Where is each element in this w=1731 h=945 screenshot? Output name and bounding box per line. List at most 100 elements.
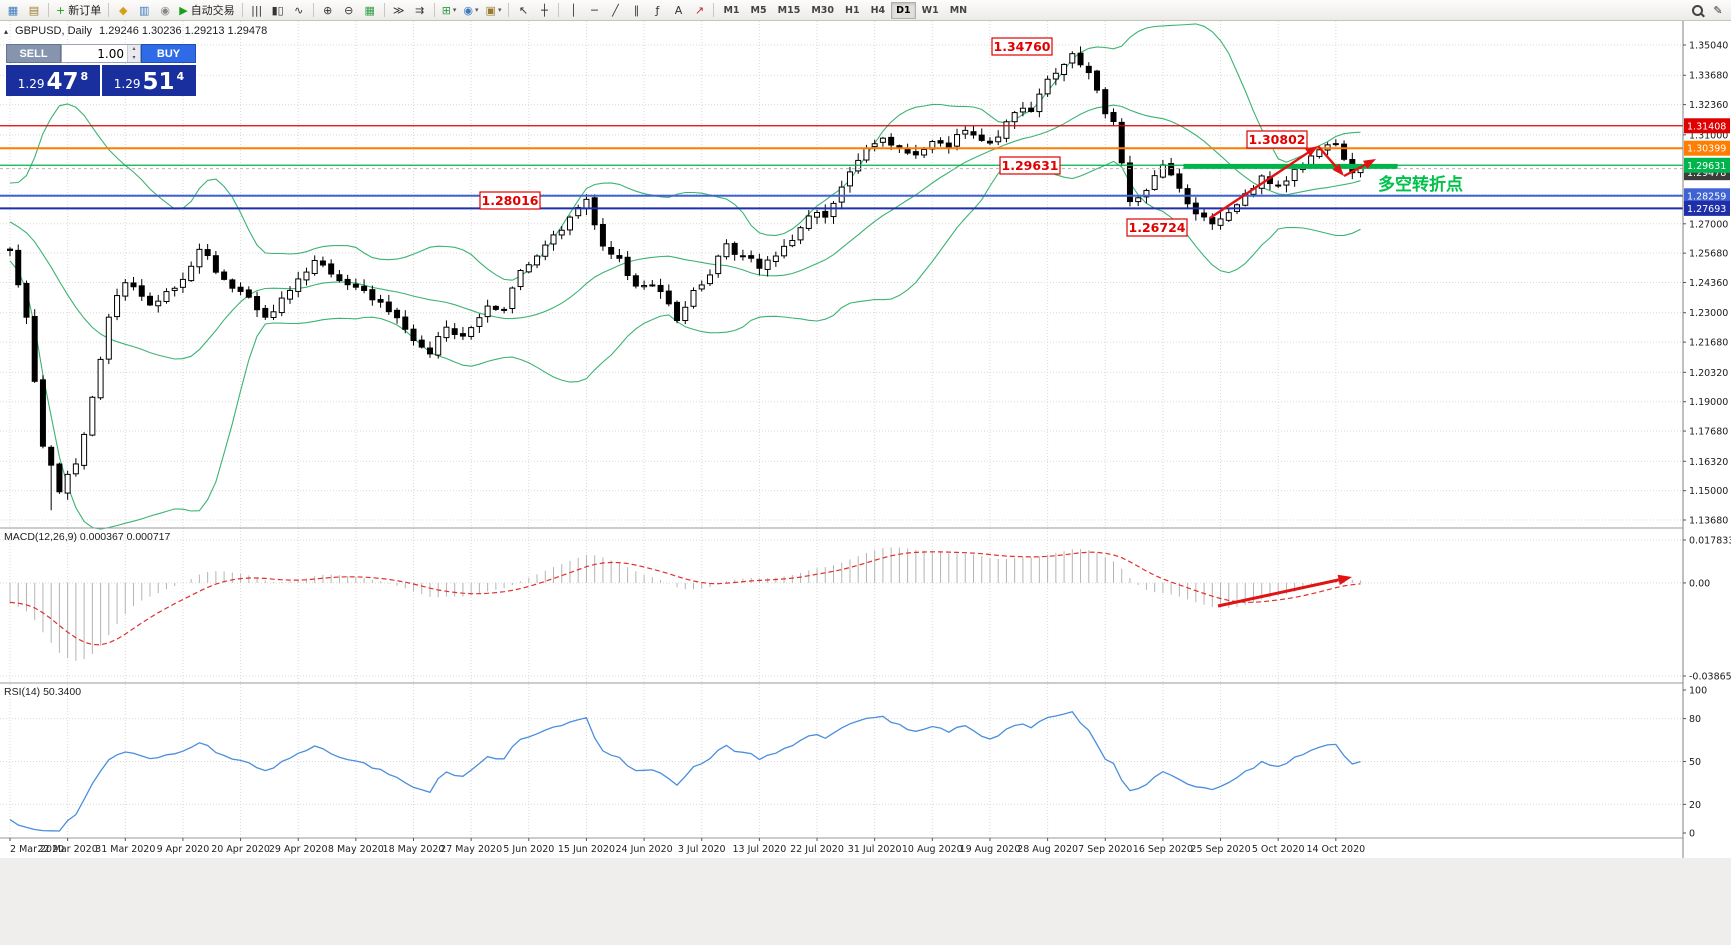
sell-button[interactable]: SELL xyxy=(6,44,61,63)
arrows-tool-icon[interactable]: ↗ xyxy=(689,1,709,19)
timeframe-m5-button[interactable]: M5 xyxy=(746,2,772,19)
timeframe-m1-button[interactable]: M1 xyxy=(718,2,744,19)
svg-text:1.31408: 1.31408 xyxy=(1687,121,1726,132)
svg-text:28 Aug 2020: 28 Aug 2020 xyxy=(1017,844,1078,855)
spinner-down-icon[interactable]: ▾ xyxy=(128,53,140,62)
svg-text:1.13680: 1.13680 xyxy=(1689,516,1728,527)
strategy-tester-icon[interactable]: ◉ xyxy=(155,1,175,19)
svg-text:1.29478: 1.29478 xyxy=(1687,168,1726,179)
toolbar-separator xyxy=(558,3,560,17)
svg-text:-0.038659: -0.038659 xyxy=(1689,672,1731,683)
candlestick-type-icon[interactable]: ▮▯ xyxy=(268,1,288,19)
svg-text:80: 80 xyxy=(1689,714,1701,725)
buy-button[interactable]: BUY xyxy=(141,44,196,63)
crosshair-icon[interactable]: ┼ xyxy=(534,1,554,19)
svg-text:8 May 2020: 8 May 2020 xyxy=(328,844,384,855)
trendline-icon[interactable]: ╱ xyxy=(605,1,625,19)
grid xyxy=(0,21,1683,838)
toolbar-separator xyxy=(433,3,435,17)
svg-text:1.16320: 1.16320 xyxy=(1689,457,1728,468)
sell-price-pips: 47 xyxy=(46,69,79,96)
text-tool-icon[interactable]: A xyxy=(668,1,688,19)
svg-text:22 Mar 2020: 22 Mar 2020 xyxy=(38,844,98,855)
timeframe-d1-button[interactable]: D1 xyxy=(891,1,916,19)
fibonacci-icon[interactable]: ƒ xyxy=(647,1,667,19)
timeframe-h1-button[interactable]: H1 xyxy=(840,2,865,19)
sell-price-display[interactable]: 1.29 47 8 xyxy=(6,65,100,96)
market-depth-icon[interactable]: ▥ xyxy=(134,1,154,19)
indicators-button[interactable]: ⊞ ▾ xyxy=(439,1,460,19)
zoom-in-icon[interactable]: ⊕ xyxy=(318,1,338,19)
price-axis: 1.35040 1.33680 1.32360 1.31000 1.27000 1.256… xyxy=(1682,21,1731,858)
zoom-out-icon[interactable]: ⊖ xyxy=(339,1,359,19)
timeframe-mn-button[interactable]: MN xyxy=(945,2,972,19)
svg-text:1.28259: 1.28259 xyxy=(1687,191,1726,202)
svg-text:1.15000: 1.15000 xyxy=(1689,486,1728,497)
svg-text:5 Jun 2020: 5 Jun 2020 xyxy=(503,844,554,855)
one-click-trading-panel: SELL 1.00 ▴ ▾ BUY 1.29 47 8 1.29 51 4 xyxy=(6,44,196,96)
rsi-indicator-label: RSI(14) 50.3400 xyxy=(4,686,82,698)
macd-indicator-label: MACD(12,26,9) 0.000367 0.000717 xyxy=(4,531,171,543)
svg-text:1.26724: 1.26724 xyxy=(1129,220,1186,235)
templates-button[interactable]: ▣ ▾ xyxy=(483,1,505,19)
search-icon[interactable] xyxy=(1687,1,1707,19)
edit-icon[interactable]: ✎ xyxy=(1708,1,1728,19)
timeframe-m15-button[interactable]: M15 xyxy=(773,2,806,19)
svg-text:18 May 2020: 18 May 2020 xyxy=(383,844,445,855)
svg-text:24 Jun 2020: 24 Jun 2020 xyxy=(616,844,673,855)
svg-text:2 Mar 2020: 2 Mar 2020 xyxy=(10,844,64,855)
svg-text:25 Sep 2020: 25 Sep 2020 xyxy=(1190,844,1250,855)
auto-trading-button[interactable]: ▶ 自动交易 xyxy=(176,1,237,19)
toolbar-separator xyxy=(108,3,110,17)
svg-text:1.24360: 1.24360 xyxy=(1689,278,1728,289)
buy-price-pips: 51 xyxy=(142,69,175,96)
bar-chart-type-icon[interactable]: ||| xyxy=(247,1,267,19)
volume-field[interactable]: 1.00 ▴ ▾ xyxy=(61,44,141,63)
svg-text:5 Oct 2020: 5 Oct 2020 xyxy=(1252,844,1305,855)
channel-icon[interactable]: ∥ xyxy=(626,1,646,19)
vertical-line-icon[interactable]: │ xyxy=(563,1,583,19)
svg-text:50: 50 xyxy=(1689,757,1701,768)
periods-button[interactable]: ◉ ▾ xyxy=(460,1,481,19)
horizontal-line-icon[interactable]: ─ xyxy=(584,1,604,19)
svg-text:1.21680: 1.21680 xyxy=(1689,338,1728,349)
cursor-icon[interactable]: ↖ xyxy=(513,1,533,19)
svg-text:1.34760: 1.34760 xyxy=(994,39,1051,54)
chart-ohlc-values: 1.29246 1.30236 1.29213 1.29478 xyxy=(99,25,268,37)
chart-shift-icon[interactable]: ⇉ xyxy=(410,1,430,19)
svg-text:31 Jul 2020: 31 Jul 2020 xyxy=(848,844,902,855)
symbols-icon[interactable]: ◆ xyxy=(113,1,133,19)
svg-text:1.23000: 1.23000 xyxy=(1689,308,1728,319)
auto-scroll-icon[interactable]: ≫ xyxy=(389,1,409,19)
svg-text:多空转折点: 多空转折点 xyxy=(1378,174,1463,194)
svg-text:1.17680: 1.17680 xyxy=(1689,427,1728,438)
volume-spinner[interactable]: ▴ ▾ xyxy=(127,45,140,62)
buy-price-display[interactable]: 1.29 51 4 xyxy=(102,65,196,96)
svg-text:1.25680: 1.25680 xyxy=(1689,249,1728,260)
price-labels: 1.34760 1.30802 1.29631 1.28016 1.26724 多空转折点 xyxy=(479,37,1463,237)
timeframe-h4-button[interactable]: H4 xyxy=(866,2,891,19)
sell-price-prefix: 1.29 xyxy=(17,77,45,91)
chart-title: ▴ GBPUSD, Daily 1.29246 1.30236 1.29213 … xyxy=(4,25,267,37)
sell-price-point: 8 xyxy=(80,70,89,83)
timeframe-w1-button[interactable]: W1 xyxy=(917,2,944,19)
toolbar-separator xyxy=(241,3,243,17)
trend-annotations xyxy=(1209,145,1376,608)
timeframe-m30-button[interactable]: M30 xyxy=(806,2,839,19)
line-chart-type-icon[interactable]: ∿ xyxy=(289,1,309,19)
svg-text:1.29631: 1.29631 xyxy=(1687,161,1726,172)
svg-text:31 Mar 2020: 31 Mar 2020 xyxy=(95,844,155,855)
spinner-up-icon[interactable]: ▴ xyxy=(128,45,140,54)
svg-text:22 Jul 2020: 22 Jul 2020 xyxy=(790,844,844,855)
tile-windows-icon[interactable]: ▦ xyxy=(360,1,380,19)
new-chart-icon[interactable]: ▦ xyxy=(3,1,23,19)
svg-text:1.30802: 1.30802 xyxy=(1249,132,1306,147)
volume-value[interactable]: 1.00 xyxy=(97,46,124,61)
chevron-down-icon: ▾ xyxy=(497,6,502,14)
svg-text:9 Apr 2020: 9 Apr 2020 xyxy=(157,844,210,855)
profiles-icon[interactable]: ▤ xyxy=(24,1,44,19)
chart-marker-icon: ▴ xyxy=(4,27,9,36)
new-order-button[interactable]: + 新订单 xyxy=(53,1,104,19)
